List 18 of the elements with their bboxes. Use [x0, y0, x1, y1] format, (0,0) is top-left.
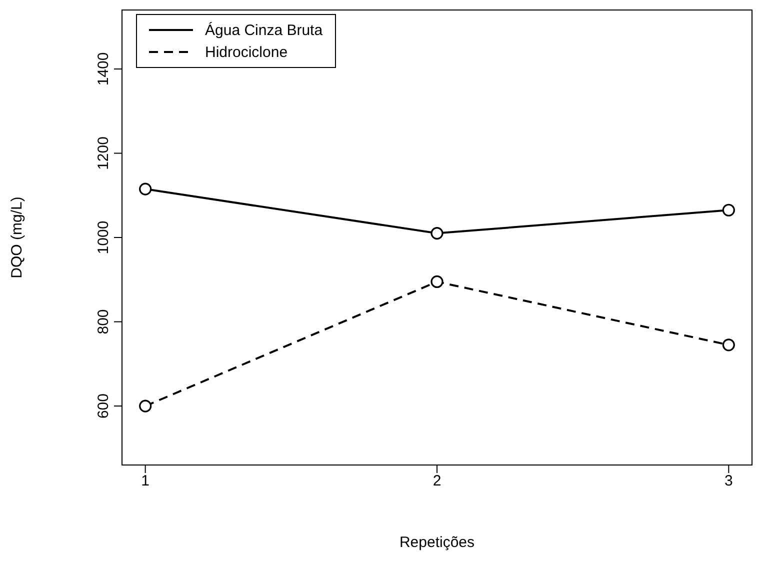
x-tick-label: 3 — [724, 472, 733, 490]
y-tick-label: 1200 — [95, 136, 112, 170]
y-tick-label: 1000 — [95, 220, 112, 254]
y-tick-label: 600 — [95, 394, 112, 419]
point — [430, 226, 444, 240]
x-tick-label: 2 — [432, 472, 442, 490]
y-tick-label: 800 — [95, 309, 112, 334]
x-tick-label: 1 — [141, 472, 150, 490]
x-axis-title: Repetições — [399, 534, 475, 551]
legend-label: Água Cinza Bruta — [205, 22, 323, 38]
point — [722, 204, 735, 216]
y-tick-label: 1400 — [95, 52, 112, 86]
point — [139, 182, 152, 196]
point — [139, 400, 152, 412]
point — [430, 275, 444, 288]
legend-label: Hidrociclone — [205, 44, 288, 60]
point — [722, 338, 735, 352]
y-axis-title: DQO (mg/L) — [8, 196, 26, 278]
